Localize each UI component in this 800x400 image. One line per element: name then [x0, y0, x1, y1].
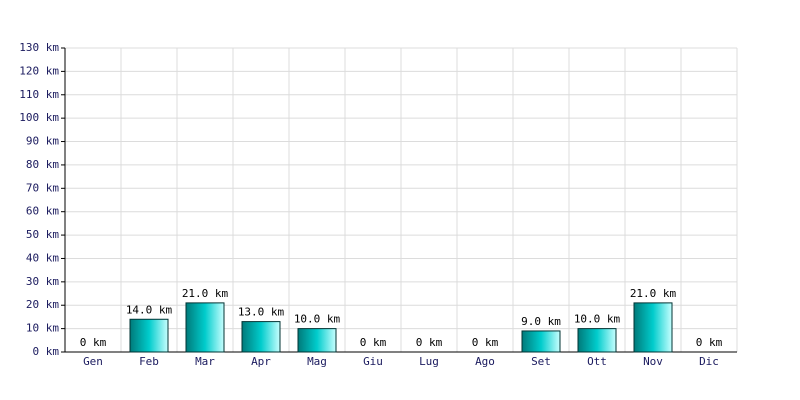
- value-label: 9.0 km: [521, 315, 561, 328]
- y-tick-label: 20 km: [26, 298, 59, 311]
- bar: [129, 318, 169, 353]
- x-tick-label: Dic: [699, 355, 719, 368]
- y-tick-label: 130 km: [19, 41, 59, 54]
- y-tick-label: 0 km: [33, 345, 60, 358]
- bar: [577, 328, 617, 353]
- x-tick-label: Lug: [419, 355, 439, 368]
- x-tick-label: Nov: [643, 355, 663, 368]
- value-label: 21.0 km: [182, 287, 229, 300]
- value-label: 13.0 km: [238, 306, 285, 319]
- x-tick-label: Set: [531, 355, 551, 368]
- value-label: 14.0 km: [126, 303, 173, 316]
- value-label: 0 km: [416, 336, 443, 349]
- y-tick-label: 70 km: [26, 181, 59, 194]
- value-label: 0 km: [80, 336, 107, 349]
- y-tick-label: 50 km: [26, 228, 59, 241]
- x-tick-label: Ago: [475, 355, 495, 368]
- x-tick-label: Mar: [195, 355, 215, 368]
- x-tick-label: Ott: [587, 355, 607, 368]
- bar: [633, 302, 673, 353]
- bar: [297, 328, 337, 353]
- y-tick-label: 100 km: [19, 111, 59, 124]
- bar: [185, 302, 225, 353]
- x-tick-label: Apr: [251, 355, 271, 368]
- value-label: 0 km: [472, 336, 499, 349]
- value-label: 21.0 km: [630, 287, 677, 300]
- y-tick-label: 110 km: [19, 88, 59, 101]
- x-tick-label: Mag: [307, 355, 327, 368]
- x-tick-label: Feb: [139, 355, 159, 368]
- y-tick-label: 80 km: [26, 158, 59, 171]
- y-tick-label: 90 km: [26, 135, 59, 148]
- y-tick-label: 40 km: [26, 251, 59, 264]
- bar: [241, 321, 281, 353]
- bar: [521, 330, 561, 353]
- value-label: 0 km: [360, 336, 387, 349]
- value-label: 10.0 km: [574, 313, 621, 326]
- value-label: 0 km: [696, 336, 723, 349]
- y-tick-label: 10 km: [26, 322, 59, 335]
- value-label: 10.0 km: [294, 313, 341, 326]
- y-tick-label: 120 km: [19, 64, 59, 77]
- y-tick-label: 30 km: [26, 275, 59, 288]
- x-tick-label: Gen: [83, 355, 103, 368]
- y-tick-label: 60 km: [26, 205, 59, 218]
- x-tick-label: Giu: [363, 355, 383, 368]
